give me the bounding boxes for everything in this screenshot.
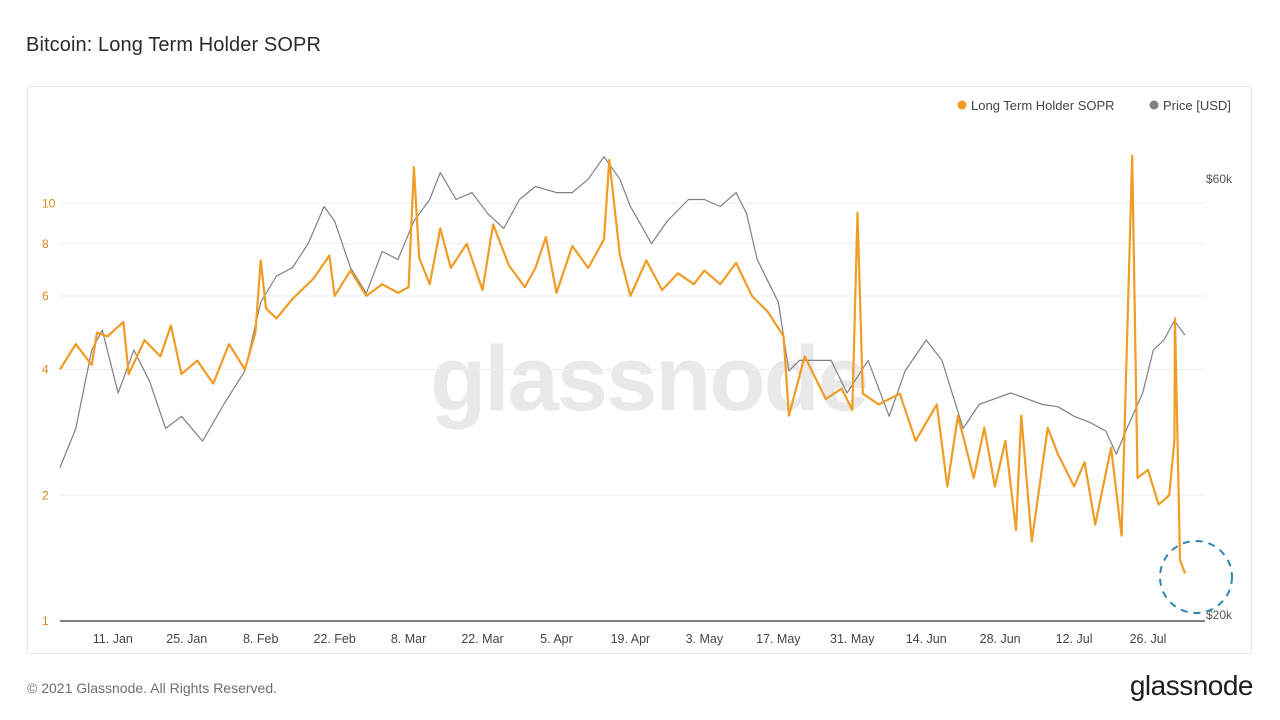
x-tick-label: 14. Jun <box>906 632 947 646</box>
x-tick-label: 12. Jul <box>1056 632 1093 646</box>
x-tick-label: 8. Mar <box>391 632 426 646</box>
y-left-tick-label: 4 <box>42 363 49 377</box>
x-tick-label: 31. May <box>830 632 875 646</box>
series-lines[interactable] <box>59 154 1187 574</box>
sopr-series-line[interactable] <box>59 154 1187 574</box>
highlight-circle <box>1159 540 1233 614</box>
axes: 1 2 4 6 8 10 $20k $60k 11. Jan 25. Jan 8. Feb 22. F… <box>42 172 1233 646</box>
y-left-tick-label: 2 <box>42 488 49 502</box>
footer-logo: glassnode <box>1129 670 1254 701</box>
x-tick-label: 11. Jan <box>93 632 133 646</box>
x-tick-label: 19. Apr <box>611 632 651 646</box>
y-right-tick-label: $60k <box>1206 172 1233 186</box>
page-title: Bitcoin: Long Term Holder SOPR <box>26 34 321 56</box>
x-tick-label: 28. Jun <box>980 632 1021 646</box>
x-tick-label: 8. Feb <box>243 632 278 646</box>
legend-label[interactable]: Price [USD] <box>1163 98 1231 113</box>
x-tick-label: 22. Mar <box>461 632 503 646</box>
legend-label[interactable]: Long Term Holder SOPR <box>971 98 1115 113</box>
x-tick-label: 22. Feb <box>313 632 355 646</box>
x-tick-label: 17. May <box>756 632 801 646</box>
y-left-tick-label: 6 <box>42 289 49 303</box>
y-right-tick-label: $20k <box>1206 608 1233 622</box>
x-tick-label: 3. May <box>686 632 724 646</box>
legend[interactable]: Long Term Holder SOPR Price [USD] <box>957 98 1231 113</box>
legend-marker[interactable] <box>957 100 967 110</box>
y-left-tick-label: 1 <box>42 614 49 628</box>
x-tick-label: 5. Apr <box>540 632 573 646</box>
footer-copyright: © 2021 Glassnode. All Rights Reserved. <box>27 680 278 696</box>
y-left-tick-label: 8 <box>42 237 49 251</box>
price-series-line[interactable] <box>59 156 1186 468</box>
legend-marker[interactable] <box>1149 100 1159 110</box>
x-tick-label: 26. Jul <box>1130 632 1167 646</box>
chart-frame <box>27 86 1252 654</box>
y-left-tick-label: 10 <box>42 196 56 210</box>
x-tick-label: 25. Jan <box>166 632 207 646</box>
watermark-text: glassnode <box>430 328 867 430</box>
